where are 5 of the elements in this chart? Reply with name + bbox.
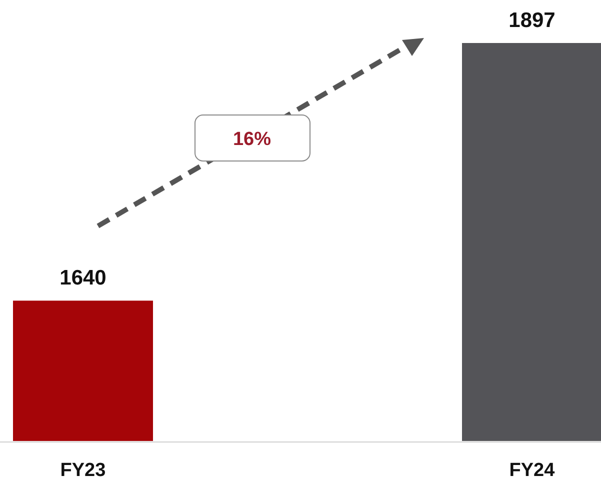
x-tick-label: FY23 [60,460,106,481]
annotation: 16% [232,129,272,150]
data-label: 1640 [60,266,106,290]
data-label: 1897 [508,9,556,32]
x-tick-label: FY24 [509,460,556,481]
